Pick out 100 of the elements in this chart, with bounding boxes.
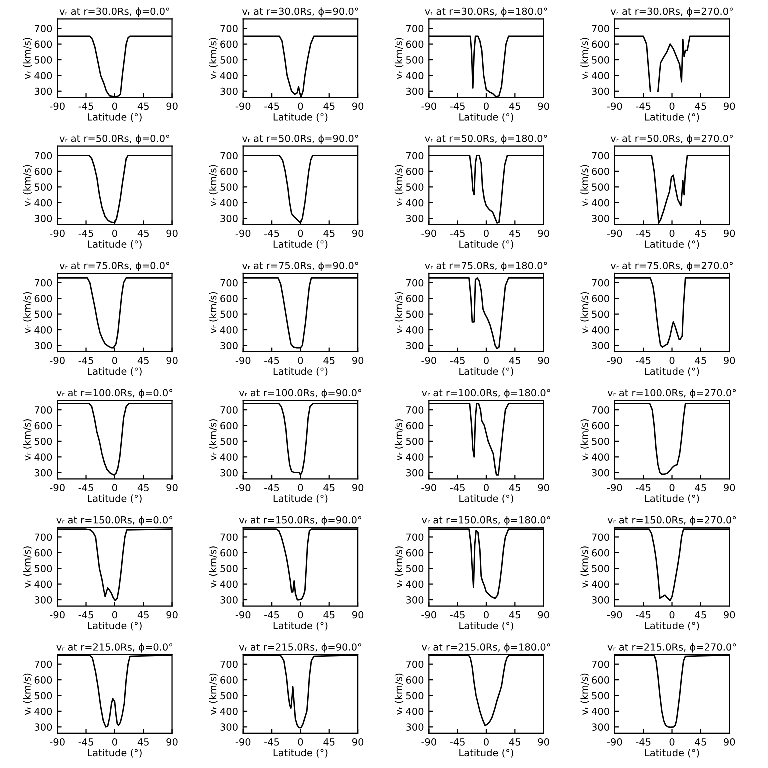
- x-axis-title: Latitude (°): [645, 622, 700, 631]
- y-tick-label: 400: [406, 454, 424, 461]
- y-tick-label: 700: [592, 406, 610, 414]
- y-axis-title: vᵣ (km/s): [209, 420, 218, 461]
- y-tick-label: 300: [406, 342, 424, 350]
- x-tick-label: -90: [236, 102, 251, 110]
- y-tick-label: 600: [406, 676, 424, 684]
- chart-title: vᵣ at r=100.0Rs, ϕ=0.0°: [56, 389, 173, 399]
- y-tick-label: 400: [220, 454, 238, 461]
- y-tick-label: 400: [220, 708, 238, 716]
- x-tick-label: 45: [324, 102, 335, 110]
- x-tick-label: -90: [50, 230, 65, 238]
- x-tick-label: -45: [264, 738, 280, 746]
- y-tick-label: 500: [406, 438, 424, 446]
- x-tick-label: -90: [50, 611, 65, 619]
- x-axis-title: Latitude (°): [88, 622, 142, 631]
- x-tick-label: -90: [236, 738, 251, 746]
- x-tick-label: 0: [484, 357, 489, 364]
- x-tick-label: 90: [352, 738, 364, 746]
- x-tick-label: 90: [166, 738, 178, 746]
- y-tick-label: 300: [220, 215, 238, 222]
- chart-title: vᵣ at r=30.0Rs, ϕ=90.0°: [242, 8, 358, 18]
- x-tick-label: 45: [138, 230, 149, 238]
- y-axis-title: vᵣ (km/s): [23, 546, 32, 588]
- x-tick-label: -90: [422, 611, 436, 619]
- y-tick-label: 600: [592, 422, 610, 430]
- x-tick-label: 0: [484, 484, 489, 492]
- x-tick-label: 90: [724, 611, 736, 619]
- x-tick-label: 45: [695, 738, 706, 746]
- x-axis-title: Latitude (°): [645, 494, 700, 504]
- x-tick-label: 45: [324, 611, 335, 619]
- y-axis-title: vᵣ (km/s): [209, 546, 218, 588]
- y-tick-label: 400: [220, 72, 238, 80]
- y-tick-label: 600: [592, 676, 610, 684]
- x-tick-label: 0: [112, 102, 118, 110]
- x-tick-label: 90: [724, 357, 736, 364]
- x-tick-label: -45: [450, 230, 465, 238]
- x-tick-label: -45: [78, 357, 94, 364]
- y-axis-title: vᵣ (km/s): [23, 674, 32, 716]
- y-tick-label: 400: [406, 199, 424, 207]
- x-tick-label: -45: [264, 611, 280, 619]
- x-tick-label: -45: [450, 357, 465, 364]
- y-tick-label: 500: [406, 692, 424, 700]
- y-tick-label: 300: [34, 596, 52, 604]
- x-axis-title: Latitude (°): [645, 368, 700, 376]
- y-tick-label: 300: [220, 596, 238, 604]
- y-tick-label: 700: [220, 534, 238, 542]
- chart-title: vᵣ at r=150.0Rs, ϕ=180.0°: [422, 516, 550, 526]
- chart-title: vᵣ at r=30.0Rs, ϕ=180.0°: [425, 8, 548, 18]
- y-axis-title: vᵣ (km/s): [394, 38, 404, 80]
- x-tick-label: -90: [422, 484, 436, 492]
- x-tick-label: -90: [607, 484, 622, 492]
- x-axis-title: Latitude (°): [274, 622, 328, 631]
- y-tick-label: 500: [220, 438, 238, 446]
- chart-title: vᵣ at r=100.0Rs, ϕ=270.0°: [608, 389, 736, 399]
- y-tick-label: 500: [220, 310, 238, 318]
- line-series: [614, 278, 730, 348]
- y-tick-label: 300: [34, 469, 52, 477]
- x-tick-label: 0: [484, 230, 489, 238]
- y-tick-label: 500: [406, 56, 424, 64]
- y-tick-label: 700: [34, 152, 52, 160]
- y-tick-label: 700: [220, 152, 238, 160]
- y-tick-label: 600: [220, 295, 238, 302]
- y-tick-label: 700: [592, 152, 610, 160]
- x-tick-label: -90: [236, 611, 251, 619]
- x-tick-label: -45: [264, 484, 280, 492]
- x-tick-label: -45: [450, 611, 465, 619]
- y-tick-label: 700: [406, 534, 424, 542]
- y-tick-label: 300: [220, 469, 238, 477]
- x-tick-label: 0: [298, 102, 304, 110]
- x-tick-label: -45: [78, 102, 94, 110]
- x-tick-label: 0: [670, 102, 675, 110]
- x-tick-label: 90: [724, 738, 736, 746]
- chart-title: vᵣ at r=75.0Rs, ϕ=180.0°: [425, 262, 548, 272]
- x-tick-label: -90: [607, 102, 622, 110]
- x-tick-label: -45: [78, 484, 94, 492]
- x-tick-label: -45: [636, 611, 651, 619]
- x-tick-label: 0: [298, 230, 304, 238]
- y-tick-label: 700: [34, 660, 52, 668]
- x-tick-label: -90: [607, 738, 622, 746]
- y-axis-title: vᵣ (km/s): [394, 420, 404, 461]
- y-tick-label: 300: [406, 724, 424, 731]
- x-tick-label: -45: [264, 357, 280, 364]
- chart-title: vᵣ at r=150.0Rs, ϕ=90.0°: [239, 516, 362, 526]
- y-axis-title: vᵣ (km/s): [580, 292, 590, 334]
- y-tick-label: 300: [592, 342, 610, 350]
- y-tick-label: 600: [406, 549, 424, 557]
- x-axis-title: Latitude (°): [274, 113, 328, 122]
- y-tick-label: 600: [592, 40, 610, 48]
- y-axis-title: vᵣ (km/s): [580, 165, 590, 206]
- y-tick-label: 500: [220, 184, 238, 191]
- chart-title: vᵣ at r=75.0Rs, ϕ=0.0°: [60, 262, 170, 272]
- chart-title: vᵣ at r=30.0Rs, ϕ=0.0°: [60, 8, 170, 18]
- y-axis-title: vᵣ (km/s): [580, 420, 590, 461]
- y-tick-label: 400: [406, 580, 424, 588]
- y-axis-title: vᵣ (km/s): [23, 38, 32, 80]
- y-tick-label: 500: [34, 565, 52, 572]
- x-tick-label: -90: [236, 357, 251, 364]
- x-tick-label: 90: [166, 484, 178, 492]
- y-tick-label: 400: [220, 580, 238, 588]
